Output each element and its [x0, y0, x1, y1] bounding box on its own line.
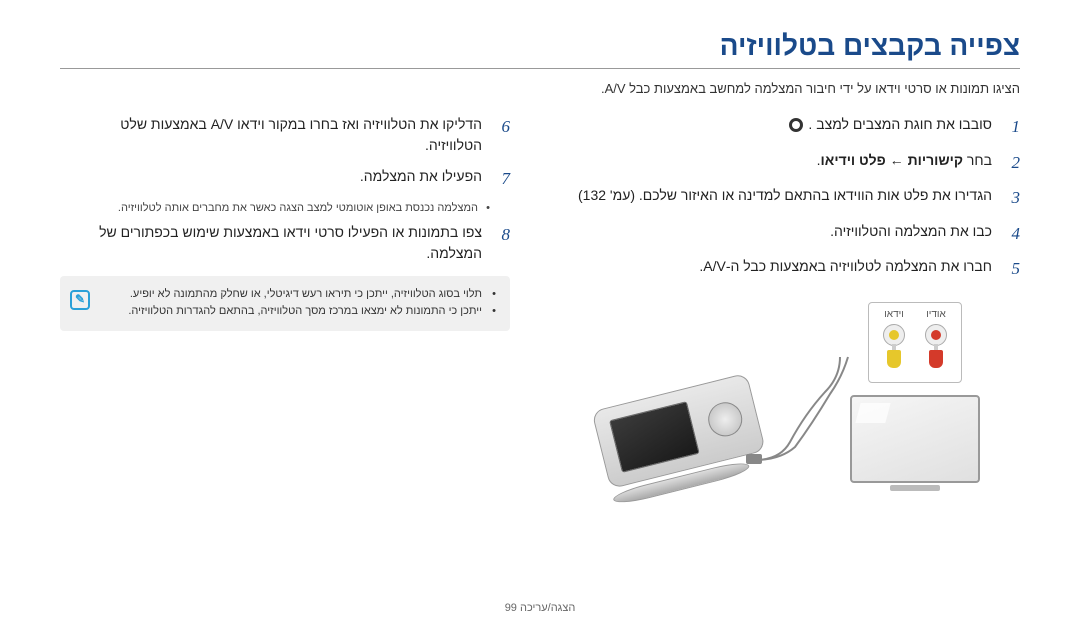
step-text: סובבו את חוגת המצבים למצב .	[560, 114, 992, 140]
av-cable-icon	[750, 412, 850, 492]
step-text: בחר קישוריות ← פלט וידיאו.	[560, 150, 992, 176]
camera-block	[560, 372, 820, 512]
note-line: • ייתכן כי התמונות לא ימצאו במרכז מסך הטל…	[100, 303, 496, 321]
step: 6 הדליקו את הטלוויזיה ואז בחרו במקור וידא…	[60, 114, 510, 156]
note-text: תלוי בסוג הטלוויזיה, ייתכן כי תיראו רעש …	[130, 286, 482, 304]
note-line: • תלוי בסוג הטלוויזיה, ייתכן כי תיראו רעש…	[100, 286, 496, 304]
gear-icon	[789, 118, 803, 132]
step: 3 הגדירו את פלט אות הווידאו בהתאם למדינה …	[560, 185, 1020, 211]
step: 7 הפעילו את המצלמה.	[60, 166, 510, 192]
left-column: 6 הדליקו את הטלוויזיה ואז בחרו במקור וידא…	[60, 114, 510, 512]
step-text: הגדירו את פלט אות הווידאו בהתאם למדינה א…	[560, 185, 992, 211]
step-number: 6	[494, 114, 510, 156]
step-text: הדליקו את הטלוויזיה ואז בחרו במקור וידאו…	[60, 114, 482, 156]
step-text: חברו את המצלמה לטלוויזיה באמצעות כבל ה-A…	[560, 256, 992, 282]
tv-stand	[890, 485, 940, 491]
video-plug-icon	[887, 350, 901, 368]
camera-control-dial	[705, 398, 746, 439]
page-title: צפייה בקבצים בטלוויזיה	[720, 30, 1020, 62]
tv-block: אודיו וידאו	[850, 302, 980, 491]
note-icon: ✎	[70, 290, 90, 310]
step-number: 8	[494, 222, 510, 264]
tv-icon	[850, 395, 980, 483]
page-footer: הצגה/עריכה 99	[0, 602, 1080, 614]
step-text: כבו את המצלמה והטלוויזיה.	[560, 221, 992, 247]
bullet-icon: •	[488, 286, 496, 304]
step-number: 4	[1004, 221, 1020, 247]
step: 5 חברו את המצלמה לטלוויזיה באמצעות כבל ה-…	[560, 256, 1020, 282]
step: 1 סובבו את חוגת המצבים למצב .	[560, 114, 1020, 140]
connection-diagram: אודיו וידאו	[560, 302, 1020, 512]
note-box: ✎ • תלוי בסוג הטלוויזיה, ייתכן כי תיראו ר…	[60, 276, 510, 331]
step-number: 7	[494, 166, 510, 192]
audio-plug-icon	[929, 350, 943, 368]
bullet-icon: •	[488, 303, 496, 321]
video-port-label: וידאו	[884, 309, 904, 320]
camera-screen	[609, 401, 700, 473]
audio-port-label: אודיו	[926, 309, 946, 320]
step-8: 8 צפו בתמונות או הפעילו סרטי וידאו באמצע…	[60, 222, 510, 264]
right-column: 1 סובבו את חוגת המצבים למצב . 2 בחר קישורי…	[560, 114, 1020, 512]
step: 4 כבו את המצלמה והטלוויזיה.	[560, 221, 1020, 247]
av-port-box: אודיו וידאו	[868, 302, 962, 383]
note-text: ייתכן כי התמונות לא ימצאו במרכז מסך הטלו…	[128, 303, 482, 321]
audio-jack-icon	[925, 324, 947, 346]
subtitle: הציגו תמונות או סרטי וידאו על ידי חיבור …	[60, 81, 1020, 96]
step-number: 5	[1004, 256, 1020, 282]
step-text: צפו בתמונות או הפעילו סרטי וידאו באמצעות…	[60, 222, 482, 264]
step: 2 בחר קישוריות ← פלט וידיאו.	[560, 150, 1020, 176]
step-text: הפעילו את המצלמה.	[60, 166, 482, 192]
step-number: 2	[1004, 150, 1020, 176]
video-jack-icon	[883, 324, 905, 346]
cable-connector-icon	[746, 454, 762, 464]
auto-mode-note: המצלמה נכנסת באופן אוטומטי למצב הצגה כאש…	[60, 202, 510, 214]
step-number: 3	[1004, 185, 1020, 211]
step-number: 1	[1004, 114, 1020, 140]
